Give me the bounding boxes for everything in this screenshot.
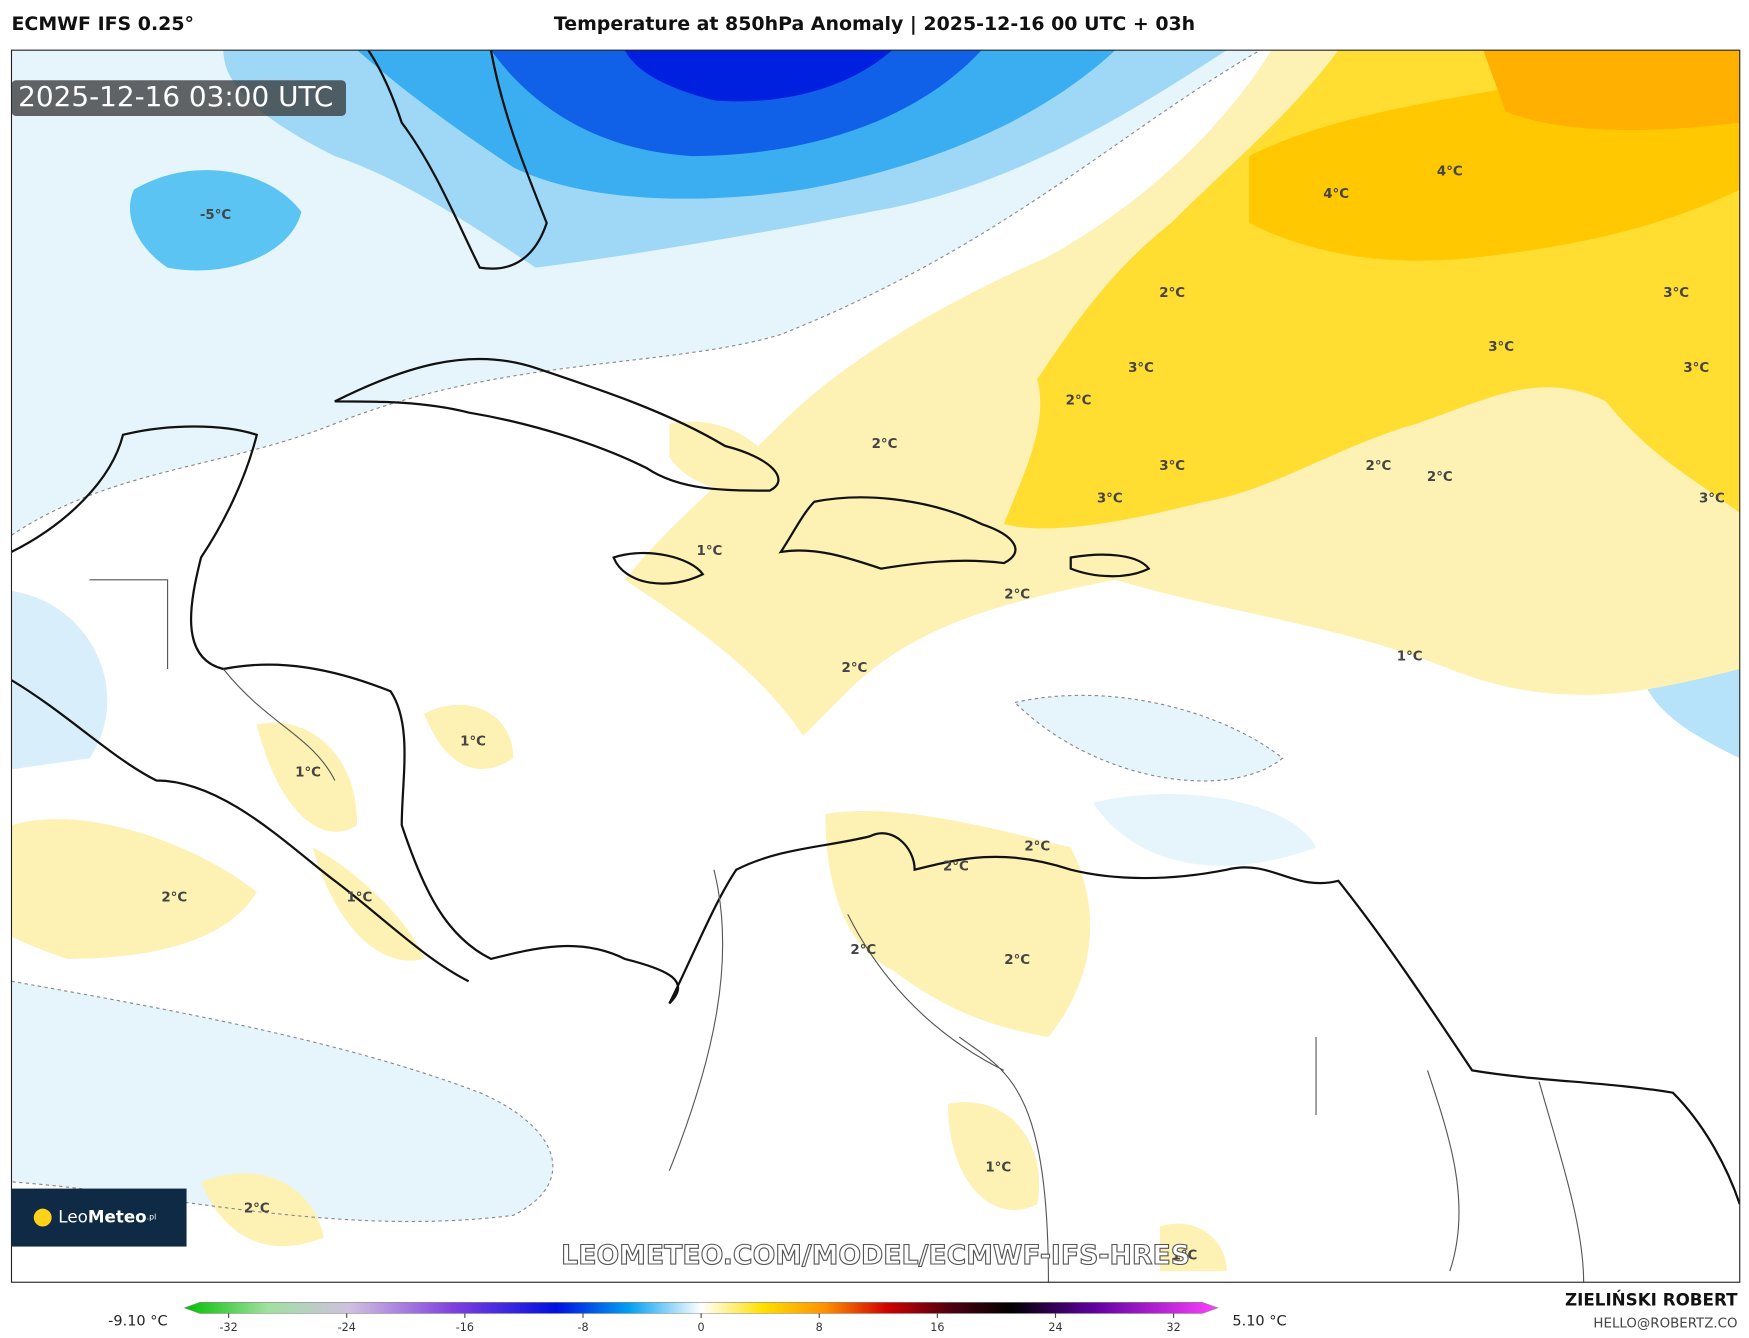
colorbar-tick-label: 24 — [1048, 1321, 1062, 1334]
contour-label: 2°C — [1024, 839, 1050, 854]
contour-label: 2°C — [943, 859, 969, 874]
logo-name: Leo — [58, 1206, 88, 1226]
contour-label: 4°C — [1323, 187, 1349, 202]
contour-label: 2°C — [872, 437, 898, 452]
model-name: ECMWF IFS 0.25° — [11, 13, 194, 35]
colorbar-tick-label: -16 — [456, 1321, 474, 1334]
contour-label: 2°C — [842, 661, 868, 676]
colorbar-tick-label: 8 — [816, 1321, 823, 1334]
contour-labels: -5°C 4°C 4°C 2°C 3°C 3°C 3°C 3°C 2°C 2°C 3°C 2°C 2°C… — [161, 165, 1724, 1264]
colorbar-tick-label: 16 — [930, 1321, 944, 1334]
contour-label: 2°C — [1066, 393, 1092, 408]
contour-label: 3°C — [1663, 286, 1689, 301]
timestamp: 2025-12-16 03:00 UTC — [18, 80, 333, 113]
map: -5°C 4°C 4°C 2°C 3°C 3°C 3°C 3°C 2°C 2°C 3°C 2°C 2°C… — [11, 50, 1740, 1283]
colorbar-tick-label: 0 — [698, 1321, 705, 1334]
contour-label: 1°C — [1397, 650, 1423, 665]
colorbar: -32 -24 -16 -8 0 8 16 24 32 — [183, 1302, 1219, 1334]
contour-label: 4°C — [1437, 165, 1463, 180]
contour-label: 2°C — [161, 891, 187, 906]
logo: LeoMeteo.pl — [58, 1206, 156, 1226]
colorbar-max: 5.10 °C — [1232, 1313, 1286, 1329]
contour-label: 2°C — [1004, 953, 1030, 968]
logo-suffix: .pl — [147, 1213, 157, 1222]
contour-label: 1°C — [697, 544, 723, 559]
contour-label: 3°C — [1128, 361, 1154, 376]
watermark: LEOMETEO.COM/MODEL/ECMWF-IFS-HRES — [561, 1240, 1191, 1272]
colorbar-tick-label: -32 — [220, 1321, 238, 1334]
logo-bold: Meteo — [88, 1206, 147, 1226]
contour-label: 3°C — [1699, 491, 1725, 506]
contour-label: -5°C — [200, 208, 231, 223]
colorbar-min: -9.10 °C — [108, 1313, 167, 1329]
contour-label: 1°C — [295, 766, 321, 781]
contour-label: 2°C — [1004, 587, 1030, 602]
contour-label: 2°C — [1427, 470, 1453, 485]
contour-label: 3°C — [1097, 491, 1123, 506]
contour-label: 3°C — [1488, 340, 1514, 355]
watermark-text: LEOMETEO.COM/MODEL/ECMWF-IFS-HRES — [561, 1240, 1190, 1271]
map-title: Temperature at 850hPa Anomaly | 2025-12-… — [554, 13, 1195, 35]
contour-label: 2°C — [1159, 286, 1185, 301]
colorbar-bar — [183, 1302, 1219, 1314]
contour-label: 1°C — [346, 891, 372, 906]
email: HELLO@ROBERTZ.CO — [1593, 1317, 1737, 1332]
colorbar-tick-label: -8 — [577, 1321, 588, 1334]
contour-label: 2°C — [1366, 459, 1392, 474]
contour-label: 1°C — [985, 1160, 1011, 1175]
colorbar-tick-label: -24 — [338, 1321, 356, 1334]
contour-label: 3°C — [1159, 459, 1185, 474]
colorbar-tick-label: 32 — [1167, 1321, 1181, 1334]
contour-label: 3°C — [1683, 361, 1709, 376]
contour-label: 1°C — [1172, 1248, 1198, 1263]
contour-label: 2°C — [244, 1202, 270, 1217]
contour-label: 2°C — [850, 943, 876, 958]
author: ZIELIŃSKI ROBERT — [1565, 1290, 1738, 1310]
contour-label: 1°C — [460, 734, 486, 749]
